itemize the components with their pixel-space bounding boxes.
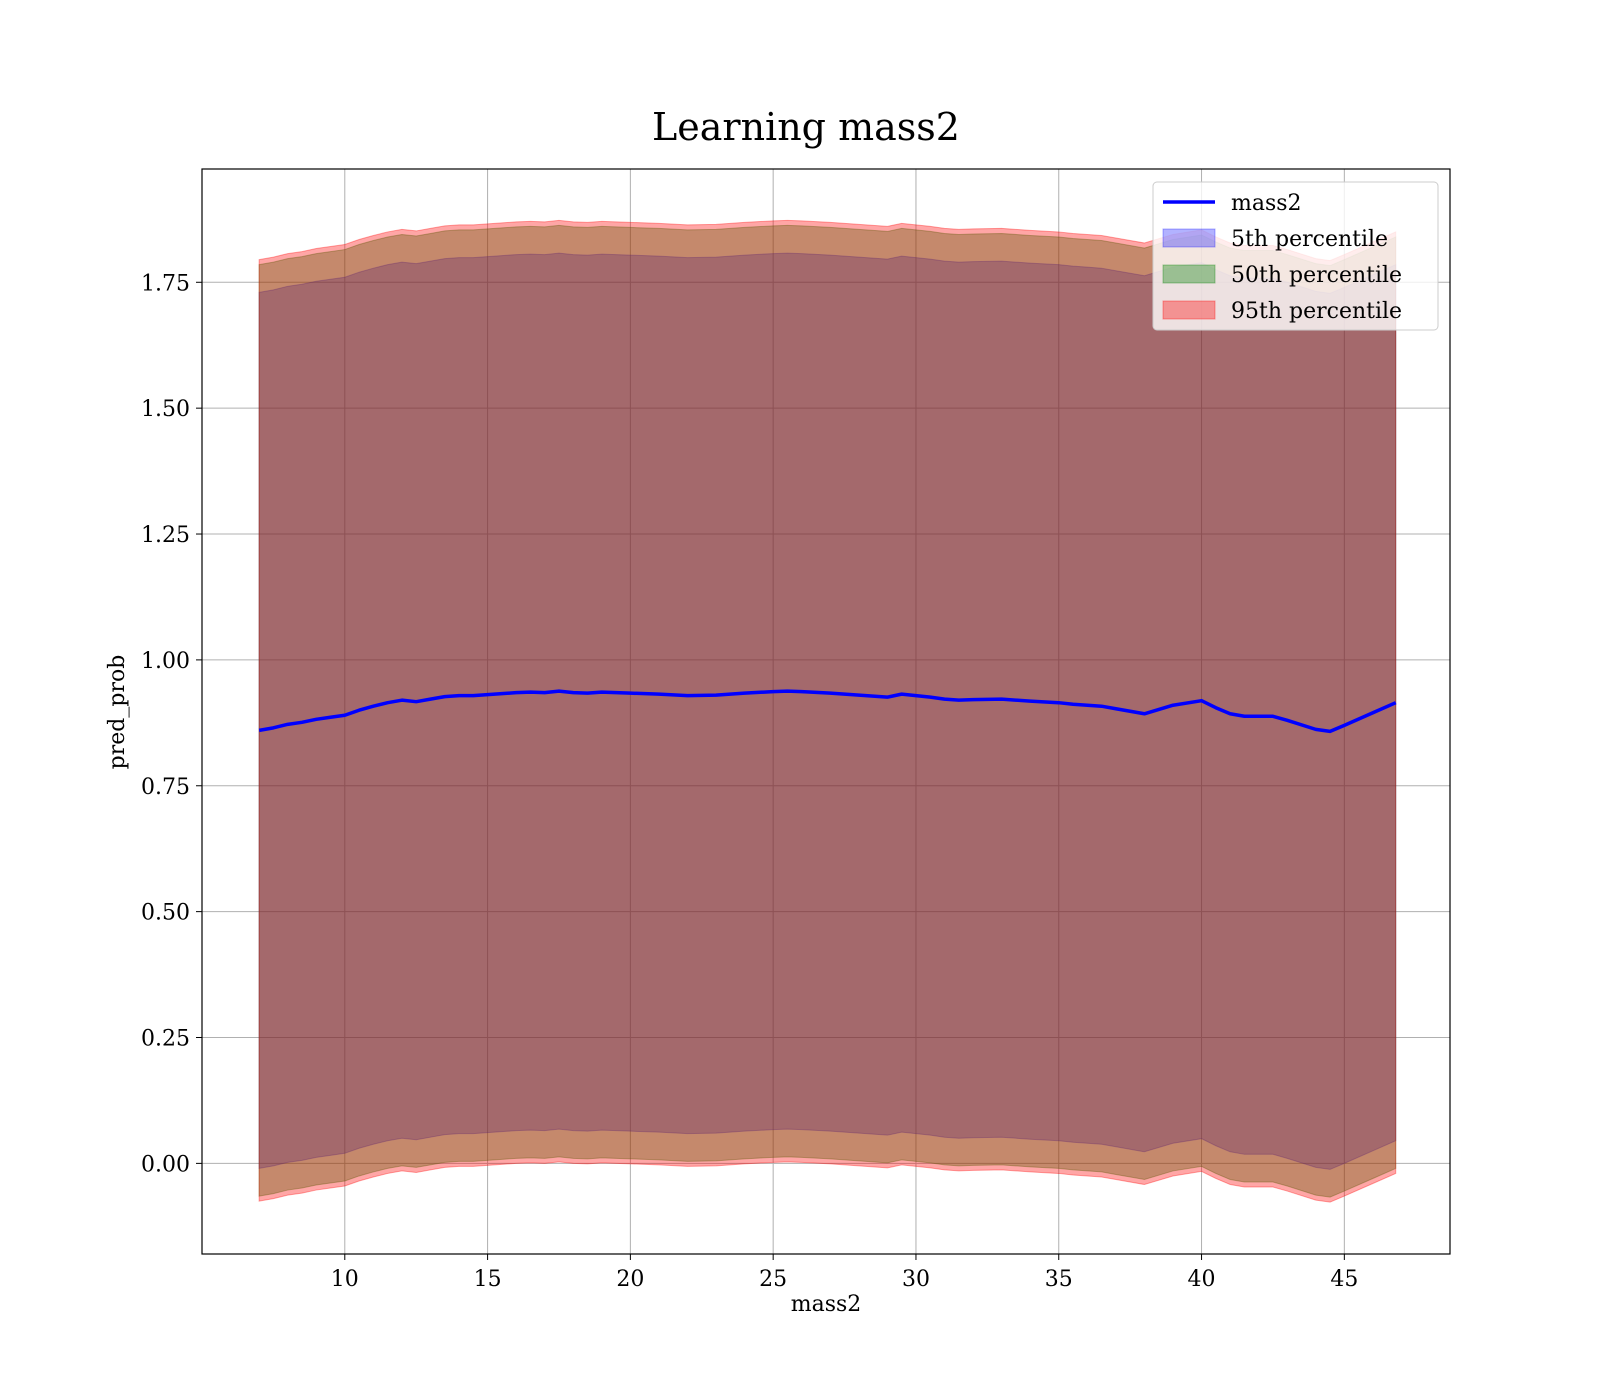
- legend-label: mass2: [1231, 191, 1302, 216]
- x-axis-label: mass2: [791, 1292, 862, 1317]
- y-tick-label: 1.75: [141, 271, 190, 296]
- y-tick-label: 0.25: [141, 1027, 190, 1052]
- y-tick-label: 0.75: [141, 775, 190, 800]
- y-tick-label: 1.50: [141, 397, 190, 422]
- x-tick-label: 25: [759, 1267, 787, 1292]
- y-tick-label: 1.00: [141, 649, 190, 674]
- legend-box: [1152, 181, 1439, 331]
- legend-patch-swatch: [1162, 300, 1216, 320]
- band-50th-percentile: [258, 224, 1397, 1198]
- x-tick-label: 20: [616, 1267, 644, 1292]
- legend: mass2 5th percentile 50th percentile 95th p…: [1152, 181, 1439, 331]
- series-line-mass2: [258, 689, 1397, 734]
- legend-label: 50th percentile: [1231, 263, 1402, 288]
- plot-frame: [201, 168, 1451, 1255]
- y-axis-ticks: 0.00 0.25 0.50 0.75 1.00 1.25 1.50 1.75: [141, 271, 202, 1177]
- x-tick-label: 35: [1045, 1267, 1073, 1292]
- x-tick-label: 15: [474, 1267, 502, 1292]
- x-tick-label: 30: [902, 1267, 930, 1292]
- band-95th-percentile: [258, 219, 1397, 1203]
- legend-label: 95th percentile: [1231, 299, 1402, 324]
- y-tick-label: 0.50: [141, 901, 190, 926]
- legend-label: 5th percentile: [1231, 227, 1388, 252]
- x-tick-label: 45: [1330, 1267, 1358, 1292]
- chart-title: Learning mass2: [652, 105, 960, 149]
- x-tick-label: 40: [1188, 1267, 1216, 1292]
- y-tick-label: 1.25: [141, 523, 190, 548]
- series-lines: [258, 689, 1397, 734]
- legend-patch-swatch: [1162, 228, 1216, 248]
- y-tick-label: 0.00: [141, 1152, 190, 1177]
- x-tick-label: 10: [331, 1267, 359, 1292]
- legend-patch-swatch: [1162, 264, 1216, 284]
- grid-lines: [202, 169, 1450, 1254]
- percentile-bands: [258, 219, 1397, 1203]
- y-axis-label: pred_prob: [105, 655, 130, 770]
- x-axis-ticks: 10 15 20 25 30 35 40 45: [331, 1254, 1358, 1292]
- band-5th-percentile: [258, 252, 1397, 1170]
